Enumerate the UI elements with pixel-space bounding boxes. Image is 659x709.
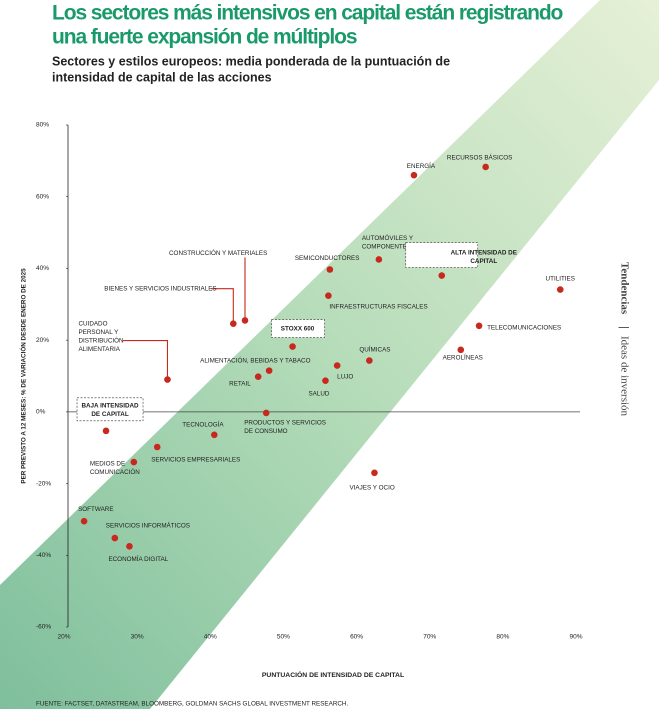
label-box (405, 242, 479, 268)
point-label: AEROLÍNEAS (443, 352, 483, 361)
point (326, 266, 334, 273)
y-tick-label: 60% (36, 193, 49, 200)
point-label: BIENES Y SERVICIOS INDUSTRIALES (104, 285, 216, 292)
point (210, 431, 218, 439)
point (230, 320, 237, 327)
point (130, 458, 138, 466)
point-label: SERVICIOS EMPRESARIALES (151, 457, 240, 464)
point (457, 346, 465, 354)
x-axis-title: PUNTUACIÓN DE INTENSIDAD DE CAPITAL (262, 670, 404, 679)
leader-line (122, 340, 169, 380)
y-tick-label: 20% (36, 337, 49, 344)
y-tick-label: 80% (36, 122, 49, 129)
point-label: TELECOMUNICACIONES (487, 324, 561, 331)
side-text: Tendencias (618, 262, 630, 315)
point-label: RECURSOS BÁSICOS (447, 153, 512, 162)
title-line: Los sectores más intensivos en capital e… (52, 2, 563, 25)
subtitle-line: intensidad de capital de las acciones (52, 70, 272, 84)
point-label: STOXX 600 (281, 325, 315, 332)
point-label: QUÍMICAS (359, 344, 390, 353)
point-label: COMPONENTES (362, 244, 411, 251)
y-tick-label: -20% (36, 480, 51, 487)
point-label: DE CAPITAL (91, 411, 128, 418)
point (111, 534, 119, 542)
point-label: LUJO (337, 373, 353, 380)
y-tick-label: 40% (36, 265, 49, 272)
point-label: SOFTWARE (78, 506, 113, 513)
point-label: BAJA INTENSIDAD (81, 403, 139, 410)
point-label: ALIMENTARIA (78, 346, 120, 353)
point (325, 292, 332, 299)
point-label: TECNOLOGÍA (182, 419, 224, 428)
x-tick-label: 90% (569, 634, 582, 641)
point-label: ENERGÍA (407, 161, 436, 170)
point-label: SEMICONDUCTORES (295, 255, 360, 262)
point-label: ECONOMÍA DIGITAL (108, 554, 168, 563)
point-label: VIAJES Y OCIO (349, 484, 394, 491)
point-label: ALIMENTACIÓN, BEBIDAS Y TABACO (200, 355, 310, 364)
y-tick-label: 0% (36, 409, 46, 416)
point-label: COMUNICACIÓN (90, 467, 140, 476)
point-label: CAPITAL (470, 258, 497, 265)
point (482, 163, 489, 171)
subtitle-line: Sectores y estilos europeos: media ponde… (52, 54, 450, 68)
point (333, 362, 341, 369)
point-label: INFRAESTRUCTURAS FISCALES (329, 303, 427, 310)
point-label: MEDIOS DE (90, 461, 125, 468)
point-label: DISTRIBUCIÓN (78, 335, 124, 344)
y-axis-title: PER PREVISTO A 12 MESES: % DE VARIACIÓN … (19, 268, 28, 484)
point (262, 409, 270, 417)
side-text: Ideas de inversión (618, 336, 630, 417)
point-label: PRODUCTOS Y SERVICIOS (244, 420, 326, 427)
leader-line (211, 288, 234, 324)
point (265, 367, 273, 374)
side-label: Tendencias | Ideas de inversión (618, 262, 630, 417)
label-box (271, 319, 325, 338)
point (164, 376, 171, 383)
point (126, 543, 133, 550)
point (556, 286, 564, 293)
x-tick-label: 80% (496, 634, 509, 641)
point (322, 377, 329, 384)
point-label: SERVICIOS INFORMÁTICOS (106, 521, 190, 530)
point-label: ALTA INTENSIDAD DE (451, 249, 517, 256)
point-label: PERSONAL Y (78, 329, 119, 336)
x-tick-label: 40% (204, 634, 217, 641)
point (371, 469, 378, 477)
point-label: UTILITIES (546, 275, 575, 282)
point (241, 317, 249, 324)
point-label: RETAIL (229, 380, 251, 387)
point-label: CUIDADO (78, 320, 107, 327)
point (153, 443, 161, 451)
point-label: DE CONSUMO (244, 428, 287, 435)
point (366, 357, 373, 364)
point-label: CONSTRUCCIÓN Y MATERIALES (169, 248, 267, 257)
side-text: | (618, 326, 630, 329)
point (254, 373, 262, 381)
x-tick-label: 20% (57, 634, 70, 641)
y-tick-label: -60% (36, 624, 51, 631)
x-tick-label: 30% (131, 634, 144, 641)
point-label: SALUD (308, 390, 329, 397)
x-tick-label: 50% (277, 634, 290, 641)
point (438, 272, 446, 279)
label-box (76, 397, 144, 422)
title-line: una fuerte expansión de múltiplos (52, 26, 357, 49)
point (375, 256, 383, 263)
point-label: AUTOMÓVILES Y (362, 233, 414, 242)
point (80, 517, 88, 525)
point (475, 322, 483, 330)
y-tick-label: -40% (36, 552, 51, 559)
x-tick-label: 70% (423, 634, 436, 641)
x-tick-label: 60% (350, 634, 363, 641)
point (410, 171, 418, 179)
source-note: FUENTE: FACTSET, DATASTREAM, BLOOMBERG, … (36, 701, 348, 708)
point (289, 343, 296, 350)
point (102, 427, 110, 435)
